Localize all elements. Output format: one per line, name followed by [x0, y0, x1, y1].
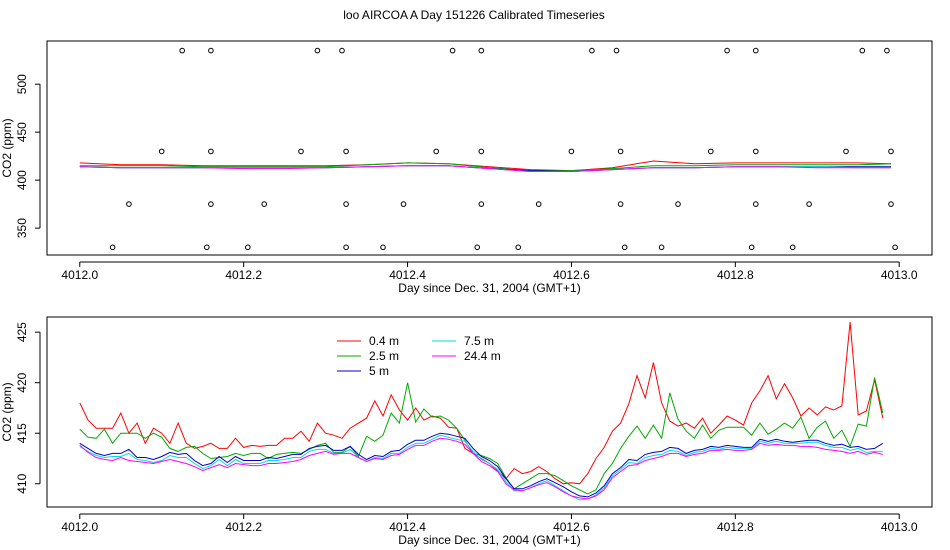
- marker-point: [753, 201, 759, 207]
- series-line-5: [79, 165, 891, 172]
- chart-title: loo AIRCOA A Day 151226 Calibrated Times…: [343, 8, 604, 22]
- legend-label: 0.4 m: [369, 334, 399, 348]
- plot-frame: [46, 40, 933, 256]
- marker-point: [617, 148, 624, 155]
- marker-point: [339, 47, 345, 54]
- series-line-2: [79, 162, 892, 172]
- marker-point: [380, 244, 386, 251]
- x-tick-label: 4012.0: [61, 268, 98, 282]
- marker-point: [179, 47, 185, 54]
- marker-point: [208, 47, 214, 54]
- marker-point: [400, 201, 407, 207]
- marker-point: [261, 201, 268, 207]
- legend-label: 24.4 m: [464, 349, 501, 363]
- x-tick-label: 4012.8: [717, 268, 754, 282]
- marker-point: [589, 47, 595, 54]
- marker-point: [613, 47, 620, 54]
- series-line-1: [79, 160, 892, 172]
- marker-point: [789, 244, 796, 251]
- chart-panel-bottom: 4012.0 4012.2 4012.4 4012.6 4012.8 4013.0 Day …: [0, 316, 933, 547]
- marker-point: [478, 148, 485, 155]
- y-axis-label: CO2 (ppm): [0, 382, 14, 441]
- marker-point: [535, 201, 542, 207]
- series-line-7-5-m: [79, 434, 883, 501]
- chart-panel-top: 4012.0 4012.2 4012.4 4012.6 4012.8 4013.0 Day …: [0, 40, 933, 295]
- marker-point: [343, 201, 349, 207]
- x-tick-label: 4012.2: [225, 268, 262, 282]
- marker-point: [245, 244, 251, 251]
- y-tick-label: 410: [15, 473, 29, 493]
- x-axis-label: Day since Dec. 31, 2004 (GMT+1): [398, 533, 580, 547]
- marker-point: [109, 244, 116, 251]
- x-tick-label: 4013.0: [881, 268, 918, 282]
- marker-point: [474, 244, 481, 251]
- marker-point: [658, 244, 665, 251]
- marker-point: [888, 148, 894, 155]
- y-tick-label: 420: [15, 372, 29, 392]
- y-tick-label: 425: [15, 322, 29, 342]
- marker-point: [888, 201, 894, 207]
- legend: 0.4 m2.5 m5 m 7.5 m24.4 m: [337, 334, 501, 378]
- marker-point: [515, 244, 522, 251]
- marker-point: [568, 148, 575, 155]
- plot-frame: [46, 316, 933, 508]
- x-tick-label: 4013.0: [881, 520, 918, 534]
- marker-point: [675, 201, 681, 207]
- y-axis-label: CO2 (ppm): [0, 118, 14, 177]
- y-tick-label: 400: [15, 170, 29, 190]
- marker-point: [753, 148, 759, 155]
- marker-point: [621, 244, 628, 251]
- series-line-24-4-m: [79, 437, 883, 500]
- marker-point: [859, 47, 866, 54]
- marker-point: [314, 47, 321, 54]
- x-axis-label: Day since Dec. 31, 2004 (GMT+1): [398, 281, 580, 295]
- y-tick-label: 415: [15, 423, 29, 443]
- marker-point: [478, 201, 485, 207]
- series-line-2-5-m: [79, 377, 884, 495]
- y-tick-label: 350: [15, 218, 29, 238]
- marker-point: [204, 244, 210, 251]
- x-tick-label: 4012.6: [553, 268, 590, 282]
- series-line-0-4-m: [79, 322, 884, 485]
- marker-point: [208, 201, 214, 207]
- marker-point: [617, 201, 624, 207]
- x-tick-label: 4012.4: [389, 520, 426, 534]
- legend-label: 5 m: [369, 364, 389, 378]
- marker-point: [208, 148, 214, 155]
- marker-point: [748, 244, 755, 251]
- marker-point: [806, 201, 812, 207]
- x-tick-label: 4012.8: [717, 520, 754, 534]
- x-tick-label: 4012.4: [389, 268, 426, 282]
- legend-label: 2.5 m: [369, 349, 399, 363]
- marker-point: [843, 148, 849, 155]
- marker-point: [126, 201, 132, 207]
- marker-point: [298, 148, 304, 155]
- legend-label: 7.5 m: [464, 334, 494, 348]
- marker-point: [343, 148, 349, 155]
- y-tick-label: 500: [15, 74, 29, 94]
- marker-point: [724, 47, 730, 54]
- x-tick-label: 4012.6: [553, 520, 590, 534]
- x-tick-label: 4012.0: [61, 520, 98, 534]
- x-tick-label: 4012.2: [225, 520, 262, 534]
- marker-point: [343, 244, 349, 251]
- marker-point: [433, 148, 440, 155]
- marker-point: [753, 47, 759, 54]
- marker-point: [884, 47, 890, 54]
- marker-point: [708, 148, 714, 155]
- marker-point: [478, 47, 485, 54]
- y-tick-label: 450: [15, 122, 29, 142]
- marker-point: [892, 244, 898, 251]
- marker-point: [449, 47, 456, 54]
- marker-point: [158, 148, 165, 155]
- series-line-5-m: [79, 432, 884, 498]
